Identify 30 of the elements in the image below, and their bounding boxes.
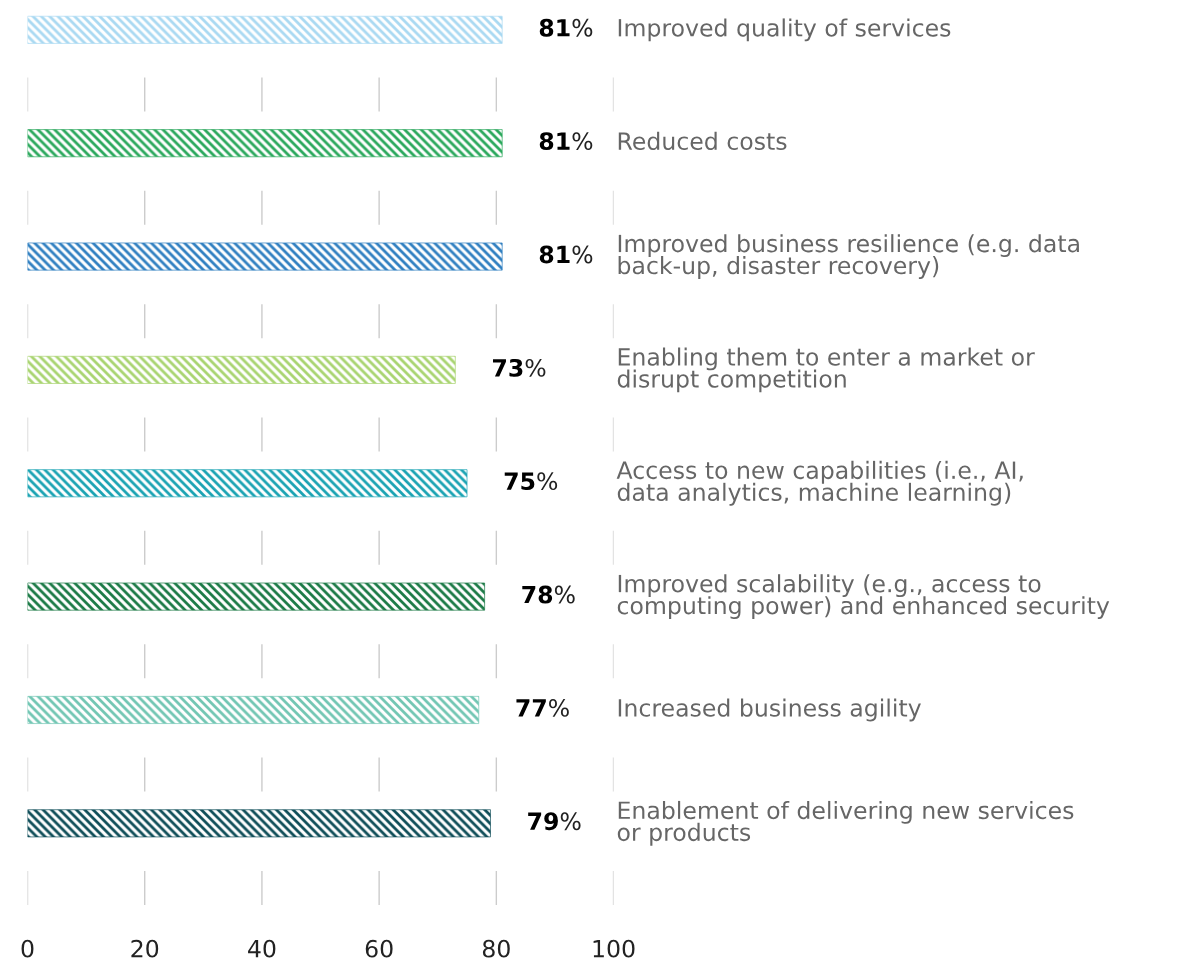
data-label: 81%	[539, 245, 593, 264]
x-tick-label: 40	[248, 939, 276, 958]
bar	[27, 809, 491, 838]
x-tick-label: 100	[593, 939, 635, 958]
y-tick-label: Enabling them to enter a market or disrupt competition	[617, 347, 1035, 393]
data-label: 78%	[522, 585, 575, 604]
bar	[27, 355, 456, 384]
y-tick-label: Access to new capabilities (i.e., AI, data analytics, machine learning)	[616, 460, 1023, 506]
bar	[27, 582, 485, 611]
bar	[27, 15, 503, 44]
y-tick-label: Improved quality of services	[618, 18, 951, 42]
data-label: 79%	[528, 812, 581, 831]
bar	[27, 129, 503, 158]
x-tick-label: 60	[365, 939, 393, 958]
y-tick-label: Reduced costs	[618, 131, 787, 151]
bar	[27, 242, 503, 271]
data-label: 77%	[516, 698, 569, 717]
x-tick-label: 0	[21, 939, 34, 958]
x-tick-label: 80	[482, 939, 510, 958]
y-tick-label: Improved scalability (e.g., access to computing power) and enhanced security	[617, 574, 1110, 620]
data-label: 73%	[493, 358, 546, 377]
y-tick-label: Increased business agility	[618, 698, 921, 722]
y-tick-label: Improved business resilience (e.g. data back-up, disaster recovery)	[618, 234, 1079, 279]
bar	[27, 696, 480, 724]
data-label: 75%	[504, 472, 558, 491]
x-tick-label: 20	[131, 939, 159, 958]
data-label: 81%	[539, 18, 593, 37]
data-label: 81%	[539, 132, 593, 151]
y-tick-label: Enablement of delivering new services or products	[617, 800, 1074, 846]
bar	[27, 469, 468, 498]
